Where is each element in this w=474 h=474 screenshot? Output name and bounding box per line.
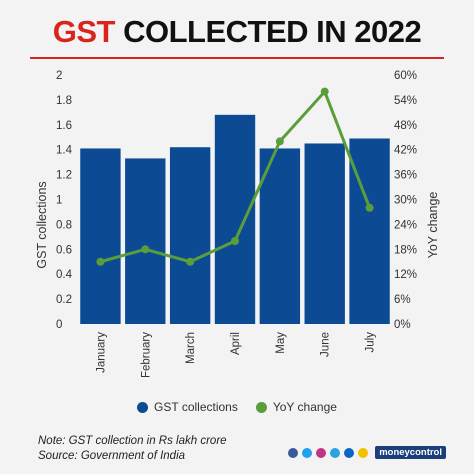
- left-tick-label: 1.2: [56, 170, 72, 182]
- title-accent: GST: [52, 14, 116, 49]
- x-tick-label: May: [275, 332, 287, 354]
- facebook-icon[interactable]: [288, 447, 299, 458]
- left-tick-label: 0.8: [56, 219, 72, 231]
- legend-item-bars: GST collections: [137, 400, 238, 414]
- right-axis-title: YoY change: [426, 192, 440, 259]
- legend-item-line: YoY change: [255, 400, 337, 414]
- telegram-icon[interactable]: [330, 447, 341, 458]
- x-tick-label: April: [230, 332, 242, 355]
- left-tick-label: 1.6: [56, 120, 72, 132]
- left-tick-label: 0: [56, 319, 62, 331]
- right-tick-label: 18%: [394, 244, 417, 256]
- right-tick-label: 42%: [394, 145, 417, 157]
- bar-march: [169, 147, 211, 324]
- left-tick-label: 1: [56, 195, 62, 207]
- koo-icon[interactable]: [358, 447, 369, 458]
- x-tick-label: June: [320, 332, 332, 357]
- left-tick-label: 0.6: [56, 244, 72, 256]
- legend-bar-label: GST collections: [154, 400, 238, 414]
- right-tick-label: 30%: [394, 195, 417, 207]
- legend-line-label: YoY change: [272, 400, 337, 414]
- right-tick-label: 36%: [394, 170, 417, 182]
- yoy-point-january: [96, 257, 105, 266]
- chart-title: GST COLLECTED IN 2022: [0, 14, 474, 50]
- yoy-point-june: [320, 87, 329, 96]
- right-tick-label: 12%: [394, 269, 417, 281]
- brand-strip: moneycontrol: [288, 446, 446, 459]
- instagram-icon[interactable]: [316, 447, 327, 458]
- linkedin-icon[interactable]: [344, 447, 355, 458]
- left-axis-title: GST collections: [35, 181, 49, 268]
- title-main: COLLECTED IN 2022: [114, 14, 422, 49]
- yoy-point-april: [231, 237, 239, 245]
- left-tick-label: 0.2: [56, 294, 72, 306]
- yoy-point-may: [275, 137, 284, 146]
- legend-line-swatch: [255, 401, 267, 413]
- twitter-icon[interactable]: [302, 447, 313, 458]
- note-line: Note: GST collection in Rs lakh crore: [38, 435, 227, 447]
- bar-february: [125, 158, 166, 324]
- left-tick-label: 2: [56, 70, 62, 82]
- title-underline: [30, 57, 444, 59]
- bar-july: [349, 138, 390, 324]
- legend-bar-swatch: [137, 401, 149, 413]
- footnote: Note: GST collection in Rs lakh crore So…: [38, 434, 227, 464]
- moneycontrol-logo: moneycontrol: [375, 446, 446, 459]
- bar-april: [214, 114, 256, 324]
- bar-may: [259, 148, 301, 324]
- right-tick-label: 48%: [394, 120, 417, 132]
- bar-june: [304, 143, 345, 324]
- left-tick-label: 0.4: [56, 269, 73, 281]
- right-tick-label: 60%: [394, 70, 417, 82]
- yoy-point-march: [186, 257, 195, 266]
- x-tick-label: March: [185, 332, 197, 364]
- left-tick-label: 1.8: [56, 95, 72, 107]
- source-line: Source: Government of India: [38, 450, 186, 462]
- x-tick-label: July: [365, 332, 377, 353]
- right-tick-label: 24%: [394, 219, 417, 231]
- yoy-point-february: [141, 245, 150, 254]
- bar-january: [80, 148, 121, 324]
- yoy-point-july: [365, 203, 374, 212]
- right-tick-label: 0%: [394, 319, 411, 331]
- legend: GST collections YoY change: [0, 400, 474, 414]
- x-tick-label: January: [95, 332, 107, 373]
- right-tick-label: 6%: [394, 294, 411, 306]
- left-tick-label: 1.4: [56, 145, 73, 157]
- x-tick-label: February: [140, 332, 152, 378]
- right-tick-label: 54%: [394, 95, 417, 107]
